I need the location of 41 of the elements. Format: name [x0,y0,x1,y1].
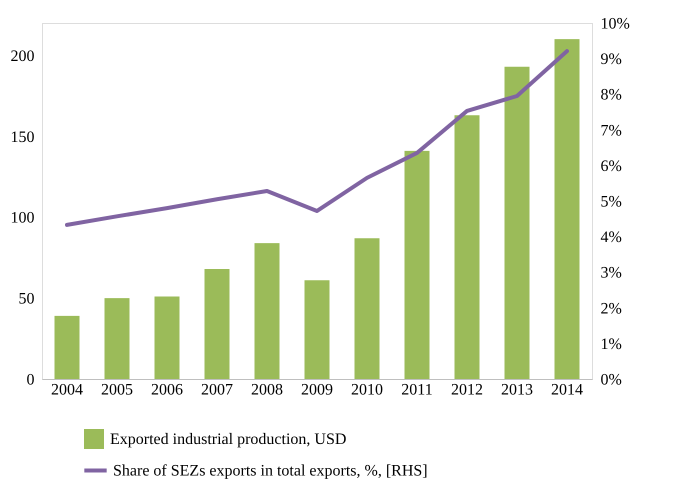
x-tick-label: 2007 [201,382,233,398]
y2-tick-label: 8% [600,86,622,104]
y-tick-label: 200 [10,48,34,65]
bar [304,280,330,379]
bar [104,298,130,379]
x-tick-label: 2010 [351,382,383,398]
bar [554,39,580,379]
y2-tick-label: 5% [600,194,622,210]
legend-label: Share of SEZs exports in total exports, %, [RHS] [113,462,428,480]
y2-tick-label: 1% [600,336,622,353]
x-tick-label: 2012 [451,382,483,398]
x-tick-label: 2013 [501,382,533,398]
x-tick-label: 2005 [101,382,133,398]
bar [454,115,480,379]
x-tick-label: 2011 [401,382,433,398]
y2-tick-label: 9% [600,51,622,68]
y2-tick-label: 10% [600,16,630,32]
x-tick-label: 2004 [51,382,83,398]
line-series [65,49,569,227]
x-tick-label: 2009 [301,382,333,398]
y2-tick-label: 4% [600,229,622,246]
bar [504,66,530,379]
y-tick-label: 150 [10,128,34,146]
bar [204,268,230,379]
y-tick-label: 50 [18,290,34,308]
y2-tick-label: 0% [600,372,622,388]
x-tick-label: 2014 [551,382,583,398]
bar [404,150,430,379]
y2-tick-label: 6% [600,158,622,175]
y2-tick-label: 2% [600,300,622,318]
x-tick-label: 2008 [251,382,283,398]
legend-label: Exported industrial production, USD [110,431,346,448]
y-tick-label: 100 [10,210,34,227]
y2-tick-label: 3% [600,264,622,282]
bar [254,243,280,379]
y-tick-label: 0 [26,372,34,388]
bar [154,296,180,379]
x-tick-label: 2006 [151,382,183,398]
bar [54,316,80,379]
y2-tick-label: 7% [600,122,622,140]
bar [354,238,380,379]
